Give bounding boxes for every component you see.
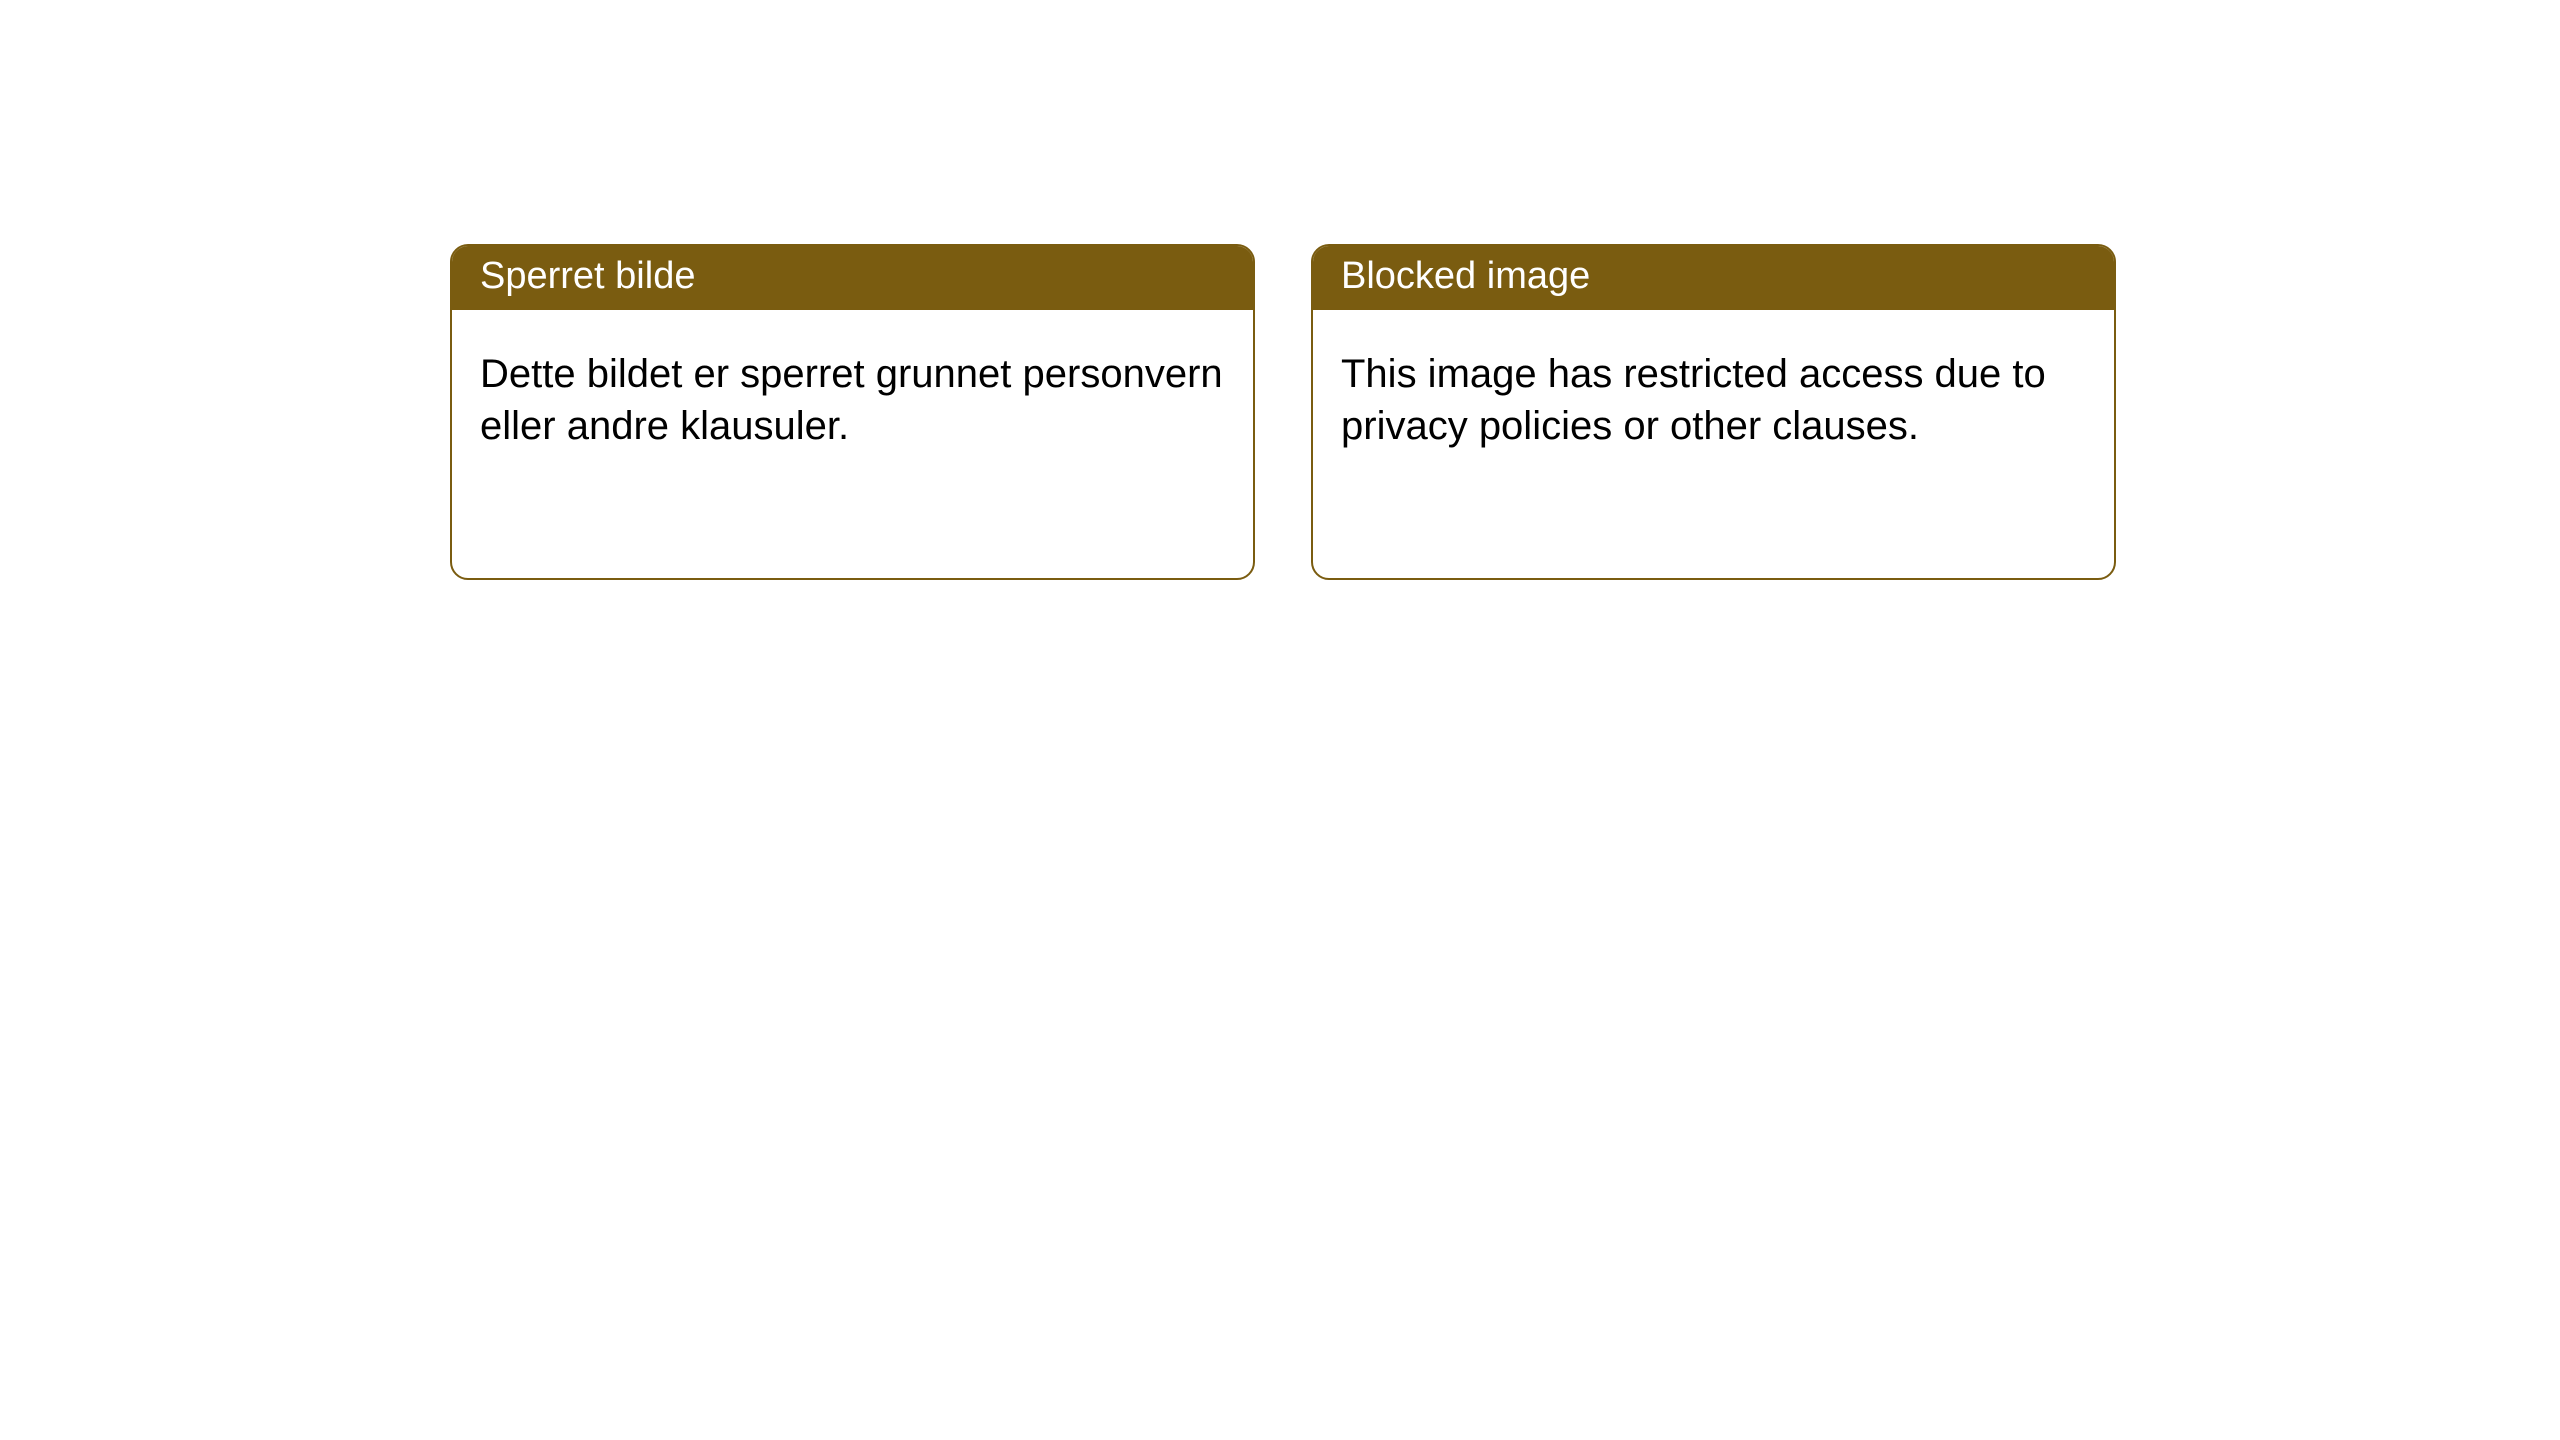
notice-box-norwegian: Sperret bilde Dette bildet er sperret gr… — [450, 244, 1255, 580]
notice-body-english: This image has restricted access due to … — [1313, 310, 2114, 492]
notice-container: Sperret bilde Dette bildet er sperret gr… — [0, 0, 2560, 580]
notice-header-norwegian: Sperret bilde — [452, 246, 1253, 310]
notice-header-english: Blocked image — [1313, 246, 2114, 310]
notice-body-norwegian: Dette bildet er sperret grunnet personve… — [452, 310, 1253, 492]
notice-box-english: Blocked image This image has restricted … — [1311, 244, 2116, 580]
